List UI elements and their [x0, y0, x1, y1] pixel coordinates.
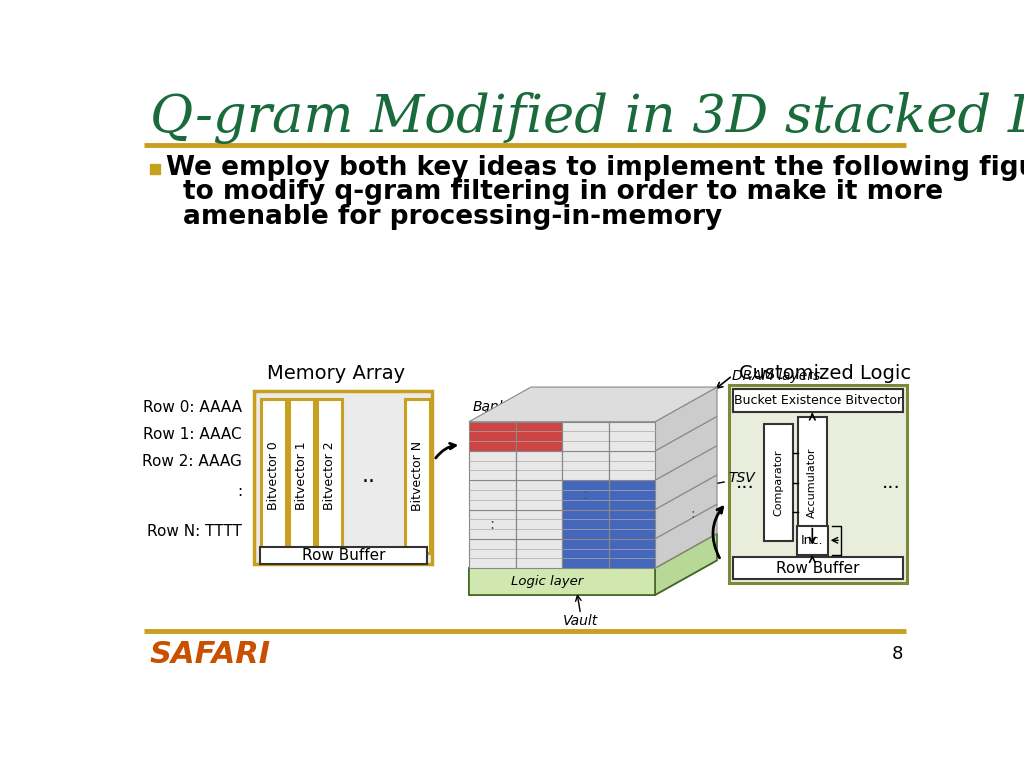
Bar: [469, 480, 515, 509]
Bar: [798, 418, 827, 548]
Text: Bitvector 1: Bitvector 1: [295, 442, 308, 510]
Bar: [515, 539, 562, 568]
Bar: [608, 480, 655, 509]
Bar: [608, 509, 655, 539]
Text: Row 1: AAAC: Row 1: AAAC: [143, 427, 242, 442]
Bar: [261, 399, 286, 553]
Text: Bitvector 0: Bitvector 0: [267, 442, 281, 510]
Polygon shape: [469, 533, 531, 595]
Text: We employ both key ideas to implement the following figure: We employ both key ideas to implement th…: [166, 154, 1024, 180]
Bar: [150, 164, 160, 174]
Text: Inc.: Inc.: [801, 534, 823, 547]
Bar: [562, 539, 608, 568]
Text: SAFARI: SAFARI: [150, 640, 270, 669]
Text: DRAM layers: DRAM layers: [732, 369, 821, 382]
Polygon shape: [469, 387, 717, 422]
Bar: [469, 568, 655, 595]
Text: 8: 8: [892, 645, 903, 664]
Text: TSV: TSV: [729, 471, 756, 485]
Bar: [608, 539, 655, 568]
Polygon shape: [655, 475, 717, 539]
Polygon shape: [469, 561, 717, 595]
Text: Customized Logic: Customized Logic: [739, 365, 911, 383]
Bar: [406, 399, 430, 553]
Bar: [764, 424, 793, 541]
Text: Row N: TTTT: Row N: TTTT: [147, 524, 242, 538]
Text: ..: ..: [361, 465, 375, 485]
Bar: [469, 539, 515, 568]
Bar: [469, 422, 515, 451]
Bar: [732, 558, 903, 579]
Bar: [515, 422, 562, 451]
Polygon shape: [655, 533, 717, 595]
Bar: [254, 391, 432, 564]
Text: Bitvector 2: Bitvector 2: [323, 442, 336, 510]
Text: Row 2: AAAG: Row 2: AAAG: [142, 454, 242, 469]
Text: Accumulator: Accumulator: [807, 447, 817, 518]
Text: Row Buffer: Row Buffer: [776, 561, 859, 575]
Bar: [260, 548, 427, 564]
Bar: [289, 399, 314, 553]
Text: Q-gram Modified in 3D stacked DRAM: Q-gram Modified in 3D stacked DRAM: [150, 91, 1024, 144]
Bar: [732, 389, 903, 412]
Bar: [562, 480, 608, 509]
Bar: [469, 509, 515, 539]
Bar: [317, 399, 342, 553]
Polygon shape: [655, 445, 717, 509]
Bar: [562, 451, 608, 480]
Text: to modify q-gram filtering in order to make it more: to modify q-gram filtering in order to m…: [183, 179, 943, 205]
Bar: [515, 451, 562, 480]
Bar: [797, 525, 827, 555]
Text: Vault: Vault: [563, 614, 598, 628]
Text: Comparator: Comparator: [773, 449, 783, 516]
Bar: [608, 422, 655, 451]
Text: Row 0: AAAA: Row 0: AAAA: [143, 400, 242, 415]
Polygon shape: [655, 416, 717, 480]
Bar: [608, 451, 655, 480]
Text: :: :: [690, 507, 694, 521]
Text: Logic layer: Logic layer: [511, 575, 584, 588]
Text: amenable for processing-in-memory: amenable for processing-in-memory: [183, 204, 722, 230]
Text: Bank: Bank: [473, 400, 508, 414]
Bar: [515, 480, 562, 509]
Bar: [562, 509, 608, 539]
Polygon shape: [655, 504, 717, 568]
Text: Bitvector N: Bitvector N: [412, 441, 424, 511]
Text: Row Buffer: Row Buffer: [302, 548, 385, 563]
Bar: [562, 422, 608, 451]
Polygon shape: [655, 387, 717, 451]
Text: Bucket Existence Bitvector: Bucket Existence Bitvector: [733, 395, 902, 408]
Text: :: :: [489, 517, 495, 531]
Text: Memory Array: Memory Array: [266, 365, 404, 383]
Bar: [254, 391, 432, 564]
Text: ...: ...: [736, 473, 755, 492]
Bar: [729, 385, 907, 584]
Bar: [469, 451, 515, 480]
Text: :: :: [237, 484, 242, 498]
Text: ...: ...: [882, 473, 901, 492]
Text: :: :: [583, 488, 588, 502]
Bar: [515, 509, 562, 539]
